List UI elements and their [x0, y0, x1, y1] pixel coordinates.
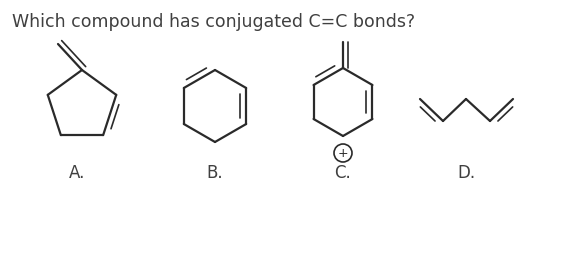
Text: +: + — [337, 146, 348, 159]
Text: A.: A. — [69, 163, 85, 181]
Text: D.: D. — [457, 163, 475, 181]
Text: C.: C. — [335, 163, 351, 181]
Text: Which compound has conjugated C=C bonds?: Which compound has conjugated C=C bonds? — [12, 13, 415, 31]
Text: B.: B. — [207, 163, 223, 181]
